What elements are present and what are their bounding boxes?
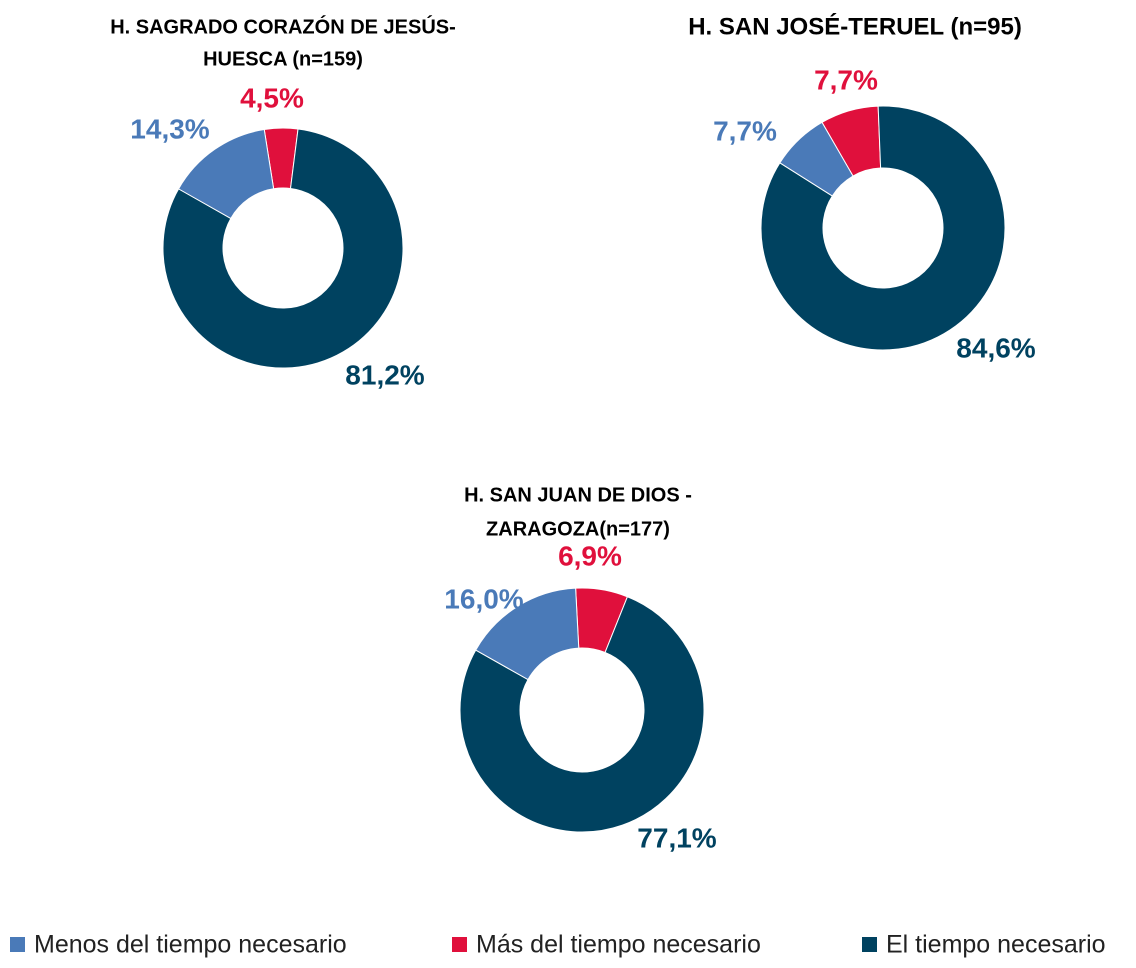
value-label: 77,1% bbox=[637, 822, 716, 853]
donut-slice bbox=[177, 128, 275, 220]
chart-title: H. SAN JOSÉ-TERUEL (n=95) bbox=[688, 12, 1022, 40]
donut-slice bbox=[459, 596, 705, 833]
chart-title: HUESCA (n=159) bbox=[203, 48, 363, 70]
donut-slice bbox=[779, 121, 854, 197]
chart-title: ZARAGOZA(n=177) bbox=[486, 518, 670, 540]
legend-swatch bbox=[10, 937, 25, 952]
legend-swatch bbox=[452, 937, 467, 952]
legend-label: Menos del tiempo necesario bbox=[34, 931, 347, 959]
value-label: 84,6% bbox=[956, 332, 1035, 363]
donut-slice bbox=[760, 105, 1006, 351]
value-label: 4,5% bbox=[240, 82, 304, 113]
value-label: 6,9% bbox=[558, 540, 622, 571]
legend-label: Más del tiempo necesario bbox=[476, 931, 761, 959]
value-label: 7,7% bbox=[814, 64, 878, 95]
donut-slice bbox=[162, 128, 404, 369]
legend-label: El tiempo necesario bbox=[886, 931, 1106, 959]
value-label: 81,2% bbox=[345, 359, 424, 390]
value-label: 16,0% bbox=[444, 583, 523, 614]
chart-title: H. SAGRADO CORAZÓN DE JESÚS- bbox=[110, 14, 456, 38]
value-label: 7,7% bbox=[713, 115, 777, 146]
chart-title: H. SAN JUAN DE DIOS - bbox=[464, 484, 692, 506]
value-label: 14,3% bbox=[130, 113, 209, 144]
legend-swatch bbox=[862, 937, 877, 952]
donut-slice bbox=[475, 587, 580, 681]
